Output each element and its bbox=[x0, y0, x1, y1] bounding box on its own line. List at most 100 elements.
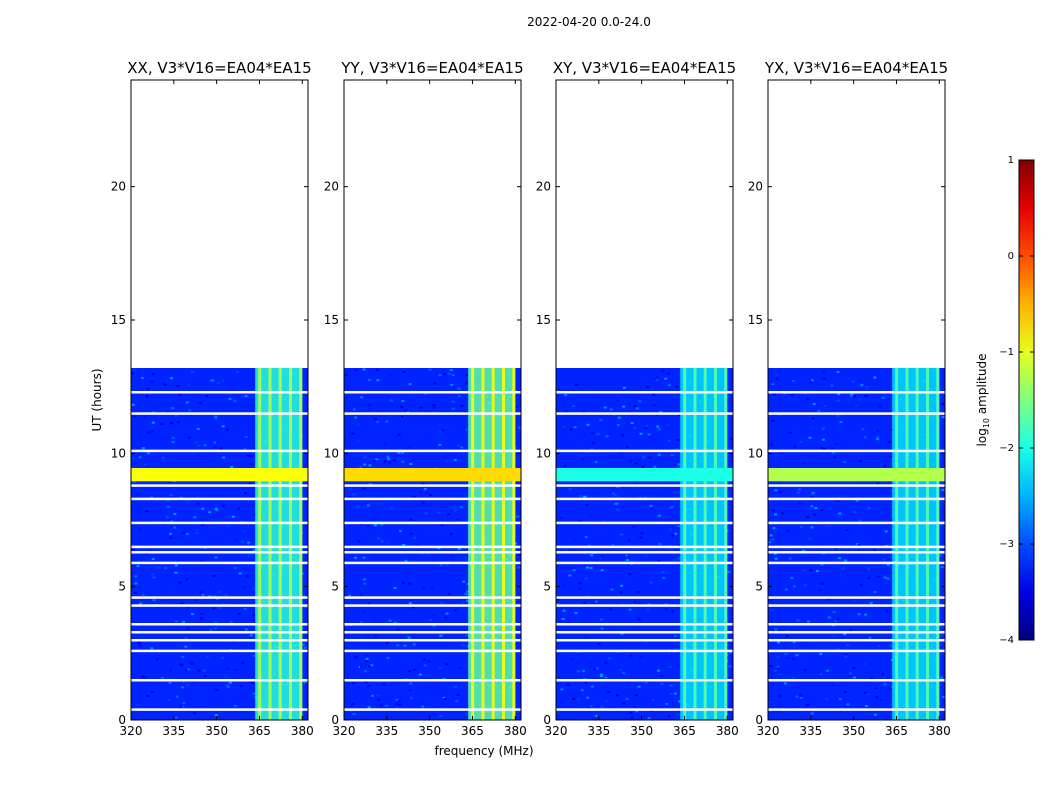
noise-cell bbox=[675, 608, 679, 611]
noise-cell bbox=[457, 387, 461, 390]
noise-cell bbox=[644, 555, 648, 558]
noise-cell bbox=[780, 451, 784, 454]
noise-cell bbox=[515, 541, 519, 544]
noise-cell bbox=[167, 698, 171, 701]
x-tick-label: 380 bbox=[928, 724, 951, 738]
noise-cell bbox=[402, 371, 406, 374]
noise-cell bbox=[842, 705, 846, 708]
y-tick-label: 0 bbox=[543, 713, 551, 727]
noise-cell bbox=[448, 593, 451, 595]
noise-cell bbox=[367, 602, 371, 605]
noise-cell bbox=[303, 681, 307, 684]
noise-cell bbox=[633, 481, 637, 484]
noise-cell bbox=[134, 582, 138, 585]
noise-cell bbox=[671, 534, 675, 537]
noise-cell bbox=[582, 410, 586, 413]
noise-cell bbox=[831, 683, 835, 686]
y-tick-label: 15 bbox=[324, 313, 339, 327]
noise-cell bbox=[774, 489, 778, 492]
noise-cell bbox=[191, 519, 195, 522]
noise-cell bbox=[187, 668, 191, 671]
noise-cell bbox=[445, 612, 449, 615]
flagged-row bbox=[344, 484, 521, 487]
noise-cell bbox=[244, 436, 248, 438]
noise-cell bbox=[773, 552, 777, 555]
noise-cell bbox=[227, 566, 231, 569]
noise-cell bbox=[420, 701, 424, 704]
noise-cell bbox=[674, 634, 677, 637]
noise-cell bbox=[789, 540, 793, 543]
noise-cell bbox=[562, 425, 565, 428]
flagged-row bbox=[556, 391, 733, 394]
noise-cell bbox=[563, 517, 567, 520]
noise-cell bbox=[184, 669, 188, 672]
noise-cell bbox=[166, 505, 170, 508]
noise-cell bbox=[372, 553, 376, 556]
noise-cell bbox=[364, 681, 368, 683]
noise-cell bbox=[367, 379, 371, 381]
noise-cell bbox=[614, 395, 618, 397]
noise-cell bbox=[633, 601, 637, 604]
noise-cell bbox=[858, 379, 861, 382]
noise-cell bbox=[878, 405, 882, 408]
noise-cell bbox=[233, 400, 237, 403]
noise-cell bbox=[641, 465, 645, 468]
noise-cell bbox=[846, 644, 850, 647]
noise-cell bbox=[458, 667, 462, 669]
noise-cell bbox=[408, 602, 412, 605]
noise-cell bbox=[659, 411, 663, 414]
noise-cell bbox=[455, 520, 459, 523]
noise-cell bbox=[253, 619, 256, 622]
noise-cell bbox=[454, 509, 458, 512]
noise-cell bbox=[615, 651, 619, 654]
noise-cell bbox=[151, 691, 154, 694]
noise-cell bbox=[821, 370, 825, 373]
noise-cell bbox=[583, 601, 587, 604]
noise-cell bbox=[789, 487, 793, 490]
noise-cell bbox=[408, 670, 412, 672]
noise-cell bbox=[373, 459, 377, 462]
noise-cell bbox=[798, 653, 802, 656]
noise-cell bbox=[419, 406, 423, 409]
noise-cell bbox=[577, 683, 580, 686]
noise-cell bbox=[229, 620, 233, 623]
noise-cell bbox=[244, 492, 248, 495]
noise-cell bbox=[374, 418, 377, 421]
noise-cell bbox=[827, 616, 831, 619]
noise-cell bbox=[351, 432, 355, 435]
x-tick-label: 320 bbox=[120, 724, 143, 738]
noise-cell bbox=[364, 670, 368, 673]
noise-cell bbox=[386, 455, 390, 458]
noise-cell bbox=[622, 386, 626, 389]
noise-cell bbox=[845, 398, 849, 401]
noise-cell bbox=[773, 369, 777, 372]
noise-cell bbox=[825, 698, 829, 700]
y-tick-label: 0 bbox=[755, 713, 763, 727]
rfi-stripe bbox=[491, 368, 495, 720]
panels-group: XX, V3*V16=EA04*EA15 320 335 350 365 380 0 5 10 1… bbox=[111, 59, 951, 738]
noise-cell bbox=[516, 515, 520, 518]
noise-cell bbox=[613, 494, 617, 497]
noise-cell bbox=[181, 705, 185, 708]
noise-cell bbox=[412, 643, 416, 646]
noise-cell bbox=[726, 428, 730, 431]
rfi-stripe bbox=[936, 368, 940, 720]
y-tick-label: 10 bbox=[324, 446, 339, 460]
noise-cell bbox=[811, 379, 814, 382]
colorbar-tick-label: −3 bbox=[999, 539, 1014, 550]
noise-cell bbox=[656, 375, 659, 378]
noise-cell bbox=[775, 377, 779, 380]
noise-cell bbox=[464, 593, 468, 596]
noise-cell bbox=[352, 408, 356, 411]
noise-cell bbox=[348, 496, 352, 499]
noise-cell bbox=[152, 576, 156, 579]
noise-cell bbox=[383, 443, 387, 446]
noise-cell bbox=[774, 513, 778, 516]
noise-cell bbox=[247, 541, 251, 544]
noise-cell bbox=[168, 591, 172, 594]
noise-cell bbox=[625, 554, 629, 557]
noise-cell bbox=[617, 416, 621, 419]
noise-cell bbox=[451, 407, 455, 410]
noise-cell bbox=[625, 681, 629, 684]
noise-cell bbox=[396, 644, 400, 647]
